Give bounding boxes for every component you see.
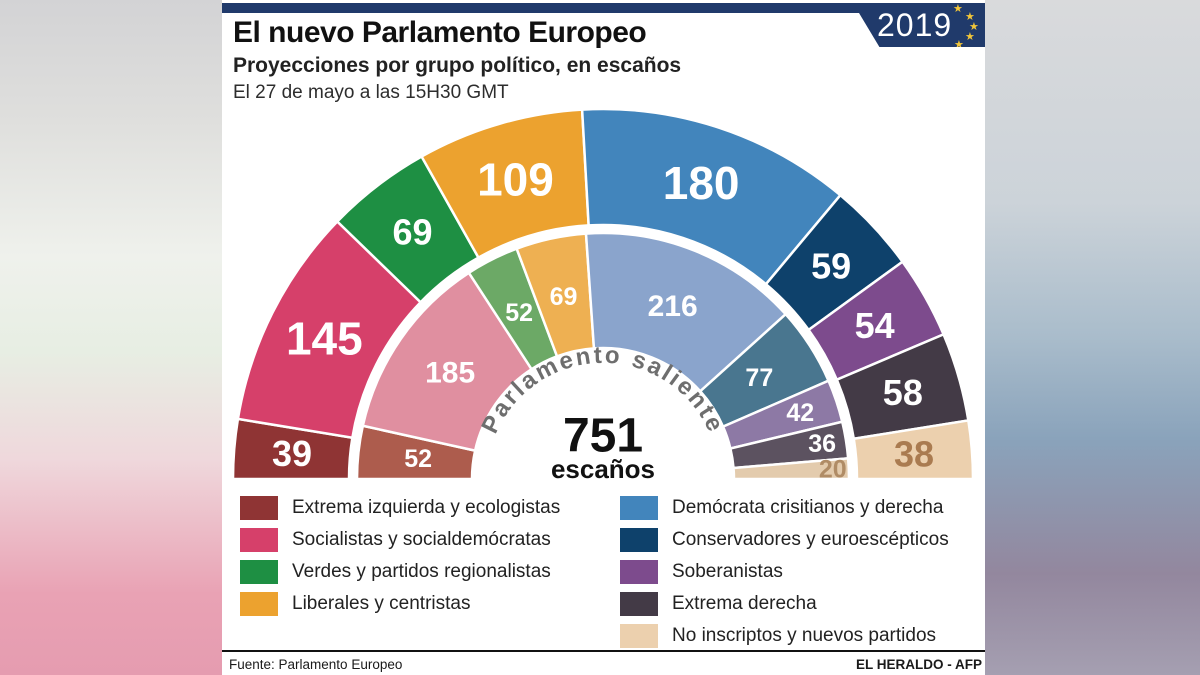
legend-label: Verdes y partidos regionalistas (292, 561, 551, 582)
legend-item: Extrema izquierda y ecologistas (240, 496, 600, 520)
legend-swatch (620, 624, 658, 648)
legend-swatch (620, 592, 658, 616)
wedge-label-old-8: 20 (819, 455, 847, 483)
wedge-label-old-5: 77 (745, 364, 773, 392)
total-seats-unit: escaños (551, 454, 655, 484)
background-left (0, 0, 223, 675)
wedge-label-new-6: 54 (855, 305, 895, 346)
eu-star-icon: ★ (953, 3, 963, 15)
footer-source: Fuente: Parlamento Europeo (229, 657, 403, 672)
eu-star-icon: ★ (954, 39, 964, 51)
wedge-label-old-1: 185 (425, 357, 475, 390)
legend-item: Soberanistas (620, 560, 980, 584)
legend-item: Socialistas y socialdemócratas (240, 528, 600, 552)
wedge-label-new-8: 38 (894, 434, 934, 475)
wedge-label-old-6: 42 (786, 399, 814, 427)
legend-swatch (240, 528, 278, 552)
page-timestamp: El 27 de mayo a las 15H30 GMT (233, 82, 509, 103)
wedge-label-old-4: 216 (648, 290, 698, 323)
legend-swatch (620, 496, 658, 520)
eu-star-icon: ★ (965, 11, 975, 23)
legend-item: No inscriptos y nuevos partidos (620, 624, 980, 648)
legend-swatch (240, 496, 278, 520)
legend-item: Demócrata crisitianos y derecha (620, 496, 980, 520)
footer: Fuente: Parlamento Europeo EL HERALDO - … (222, 650, 985, 672)
legend-label: Extrema derecha (672, 593, 817, 614)
legend-label: Socialistas y socialdemócratas (292, 529, 551, 550)
wedge-label-old-2: 52 (505, 299, 533, 327)
year-badge-label: 2019 (877, 7, 953, 43)
legend-label: Conservadores y euroescépticos (672, 529, 949, 550)
wedge-label-old-0: 52 (404, 445, 432, 473)
year-badge: 2019 ★ ★ ★ ★ ★ (853, 3, 985, 47)
background-right (984, 0, 1200, 675)
legend-item: Conservadores y euroescépticos (620, 528, 980, 552)
legend-swatch (620, 528, 658, 552)
legend-label: Liberales y centristas (292, 593, 471, 614)
legend-label: Demócrata crisitianos y derecha (672, 497, 944, 518)
wedge-old-8 (732, 457, 851, 481)
legend-label: Extrema izquierda y ecologistas (292, 497, 561, 518)
eu-star-icon: ★ (969, 21, 979, 33)
wedge-label-old-7: 36 (808, 430, 836, 458)
legend-item: Liberales y centristas (240, 592, 600, 616)
total-seats: 751 (563, 410, 643, 463)
page-subtitle: Proyecciones por grupo político, en esca… (233, 54, 682, 77)
wedge-label-new-0: 39 (272, 433, 312, 474)
page-title: El nuevo Parlamento Europeo (233, 16, 647, 49)
legend-column-left: Extrema izquierda y ecologistas Socialist… (240, 496, 600, 624)
wedge-label-new-4: 180 (663, 157, 740, 209)
footer-credit: EL HERALDO - AFP (855, 657, 982, 672)
wedge-label-new-3: 109 (477, 154, 554, 206)
wedge-label-new-5: 59 (811, 246, 851, 287)
wedge-label-new-1: 145 (286, 313, 363, 365)
wedge-new-8 (852, 418, 975, 481)
legend-swatch (240, 560, 278, 584)
wedge-label-new-7: 58 (883, 372, 923, 413)
legend-item: Extrema derecha (620, 592, 980, 616)
legend-swatch (620, 560, 658, 584)
wedge-label-new-2: 69 (392, 211, 432, 252)
legend-label: Soberanistas (672, 561, 783, 582)
legend-item: Verdes y partidos regionalistas (240, 560, 600, 584)
wedge-old-4 (584, 231, 788, 394)
wedge-label-old-3: 69 (550, 283, 578, 311)
legend-column-right: Demócrata crisitianos y derecha Conservad… (620, 496, 980, 656)
eu-star-icon: ★ (965, 31, 975, 43)
top-bar (222, 3, 985, 13)
legend-swatch (240, 592, 278, 616)
legend-label: No inscriptos y nuevos partidos (672, 625, 937, 646)
infographic-card: 2019 ★ ★ ★ ★ ★ El nuevo Parlamento Europ… (222, 0, 985, 675)
